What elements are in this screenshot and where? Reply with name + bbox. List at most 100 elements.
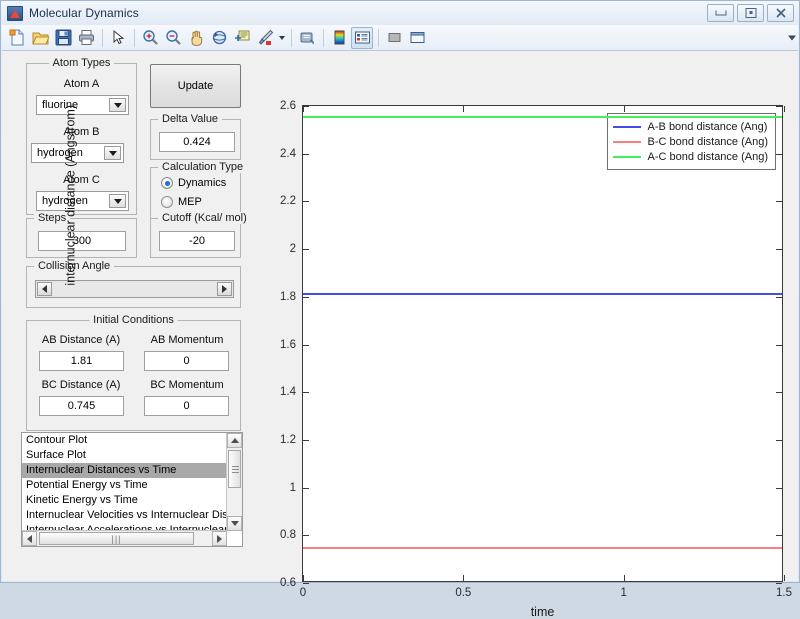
x-axis-tick-mark bbox=[784, 106, 785, 112]
rotate-3d-icon[interactable] bbox=[208, 27, 230, 49]
x-axis-tick-mark bbox=[623, 575, 625, 581]
scroll-down-button[interactable] bbox=[227, 516, 242, 531]
y-axis-tick-mark bbox=[776, 296, 782, 298]
chevron-down-icon[interactable] bbox=[109, 98, 126, 112]
y-axis-tick-mark bbox=[776, 344, 782, 346]
save-figure-icon[interactable] bbox=[52, 27, 74, 49]
horizontal-scroll-thumb[interactable]: ||| bbox=[39, 532, 194, 545]
maximize-button[interactable] bbox=[737, 4, 764, 22]
ab-momentum-input[interactable]: 0 bbox=[144, 351, 229, 371]
legend-entry: A-B bond distance (Ang) bbox=[612, 119, 768, 134]
list-item[interactable]: Internuclear Distances vs Time bbox=[22, 463, 227, 478]
cutoff-panel: Cutoff (Kcal/ mol) -20 bbox=[150, 212, 251, 258]
legend-label: A-B bond distance (Ang) bbox=[647, 120, 768, 133]
legend-label: A-C bond distance (Ang) bbox=[647, 150, 768, 163]
slider-track[interactable] bbox=[53, 282, 216, 296]
slider-right-arrow-icon[interactable] bbox=[217, 282, 232, 296]
link-data-icon[interactable] bbox=[296, 27, 318, 49]
list-item[interactable]: Kinetic Energy vs Time bbox=[26, 494, 138, 506]
brush-icon[interactable] bbox=[254, 27, 276, 49]
plot-type-listbox[interactable]: Contour Plot Surface Plot Internuclear Dis… bbox=[21, 432, 243, 547]
y-axis-tick-mark bbox=[776, 439, 782, 441]
legend-icon[interactable] bbox=[351, 26, 373, 49]
y-axis-tick-mark bbox=[303, 392, 309, 394]
scroll-up-button[interactable] bbox=[227, 433, 242, 448]
slider-left-arrow-icon[interactable] bbox=[37, 282, 52, 296]
y-axis-tick-label: 1.2 bbox=[280, 433, 296, 446]
ab-distance-label: AB Distance (A) bbox=[41, 334, 121, 346]
list-item[interactable]: Surface Plot bbox=[26, 449, 86, 461]
x-axis-label: time bbox=[530, 605, 555, 619]
initial-conditions-title: Initial Conditions bbox=[89, 314, 178, 326]
list-item[interactable]: Internuclear Velocities vs Internuclear … bbox=[26, 509, 227, 521]
atom-types-title: Atom Types bbox=[48, 57, 115, 69]
calculation-type-panel: Calculation Type Dynamics MEP bbox=[150, 161, 248, 219]
listbox-horizontal-scrollbar[interactable]: ||| bbox=[22, 530, 227, 546]
bc-momentum-label: BC Momentum bbox=[150, 379, 224, 391]
zoom-out-icon[interactable] bbox=[162, 27, 184, 49]
y-axis-tick-label: 1 bbox=[289, 481, 296, 494]
y-axis-tick-mark bbox=[303, 439, 309, 441]
list-item[interactable]: Contour Plot bbox=[26, 434, 88, 446]
list-item[interactable]: Potential Energy vs Time bbox=[26, 479, 148, 491]
y-axis-tick-mark bbox=[776, 487, 782, 489]
hide-plot-tools-icon[interactable] bbox=[383, 27, 405, 49]
application-window: Molecular Dynamics bbox=[0, 0, 800, 583]
y-axis-tick-mark bbox=[303, 583, 309, 584]
delta-value-panel: Delta Value 0.424 bbox=[150, 113, 241, 160]
delta-value-title: Delta Value bbox=[158, 113, 223, 125]
steps-input[interactable]: 300 bbox=[38, 231, 126, 251]
show-plot-tools-icon[interactable] bbox=[406, 27, 428, 49]
pointer-icon[interactable] bbox=[107, 27, 129, 49]
y-axis-tick-mark bbox=[303, 487, 309, 489]
radio-dynamics[interactable]: Dynamics bbox=[161, 177, 226, 189]
scroll-left-button[interactable] bbox=[22, 531, 37, 546]
toolbar-overflow-icon[interactable] bbox=[788, 35, 796, 40]
print-figure-icon[interactable] bbox=[75, 27, 97, 49]
radio-mep[interactable]: MEP bbox=[161, 196, 202, 208]
y-axis-tick-label: 1.8 bbox=[280, 290, 296, 303]
radio-dot-icon bbox=[161, 196, 173, 208]
y-axis-tick-label: 1.6 bbox=[280, 338, 296, 351]
listbox-vertical-scrollbar[interactable] bbox=[226, 433, 242, 531]
y-axis-tick-mark bbox=[303, 153, 309, 155]
window-buttons bbox=[707, 4, 794, 22]
zoom-in-icon[interactable] bbox=[139, 27, 161, 49]
plot-legend: A-B bond distance (Ang) B-C bond distance… bbox=[606, 113, 776, 170]
list-item[interactable]: Internuclear Accelerations vs Internucle… bbox=[26, 524, 227, 531]
y-axis-tick-label: 2.2 bbox=[280, 195, 296, 208]
delta-value-input[interactable]: 0.424 bbox=[159, 132, 235, 152]
atom-a-value: fluorine bbox=[42, 99, 79, 111]
atom-b-select[interactable]: hydrogen bbox=[31, 143, 124, 163]
atom-b-value: hydrogen bbox=[37, 147, 83, 159]
pan-icon[interactable] bbox=[185, 27, 207, 49]
legend-entry: B-C bond distance (Ang) bbox=[612, 134, 768, 149]
scroll-right-button[interactable] bbox=[212, 531, 227, 546]
chevron-down-icon[interactable] bbox=[109, 194, 126, 208]
minimize-button[interactable] bbox=[707, 4, 734, 22]
toolbar-separator bbox=[134, 28, 135, 47]
close-button[interactable] bbox=[767, 4, 794, 22]
open-file-icon[interactable] bbox=[29, 27, 51, 49]
bc-momentum-input[interactable]: 0 bbox=[144, 396, 229, 416]
window-title: Molecular Dynamics bbox=[29, 6, 139, 20]
steps-panel: Steps 300 bbox=[26, 212, 137, 258]
new-figure-icon[interactable] bbox=[6, 27, 28, 49]
cutoff-input[interactable]: -20 bbox=[159, 231, 235, 251]
radio-mep-label: MEP bbox=[178, 196, 202, 208]
vertical-scroll-thumb[interactable] bbox=[228, 450, 241, 488]
ab-distance-input[interactable]: 1.81 bbox=[39, 351, 124, 371]
chevron-down-icon[interactable] bbox=[104, 146, 121, 160]
atom-c-select[interactable]: hydrogen bbox=[36, 191, 129, 211]
collision-angle-slider[interactable] bbox=[35, 280, 234, 298]
main-content: Atom Types Atom A fluorine Atom B hydrog… bbox=[2, 51, 798, 619]
atom-a-select[interactable]: fluorine bbox=[36, 95, 129, 115]
axes[interactable]: A-B bond distance (Ang) B-C bond distance… bbox=[280, 100, 792, 619]
bc-distance-input[interactable]: 0.745 bbox=[39, 396, 124, 416]
colorbar-icon[interactable] bbox=[328, 27, 350, 49]
brush-dropdown-caret-icon[interactable] bbox=[277, 27, 287, 49]
y-axis-tick-label: 2.4 bbox=[280, 147, 296, 160]
data-cursor-icon[interactable] bbox=[231, 27, 253, 49]
plot-area: A-B bond distance (Ang) B-C bond distance… bbox=[64, 51, 798, 619]
update-button[interactable]: Update bbox=[150, 64, 241, 108]
